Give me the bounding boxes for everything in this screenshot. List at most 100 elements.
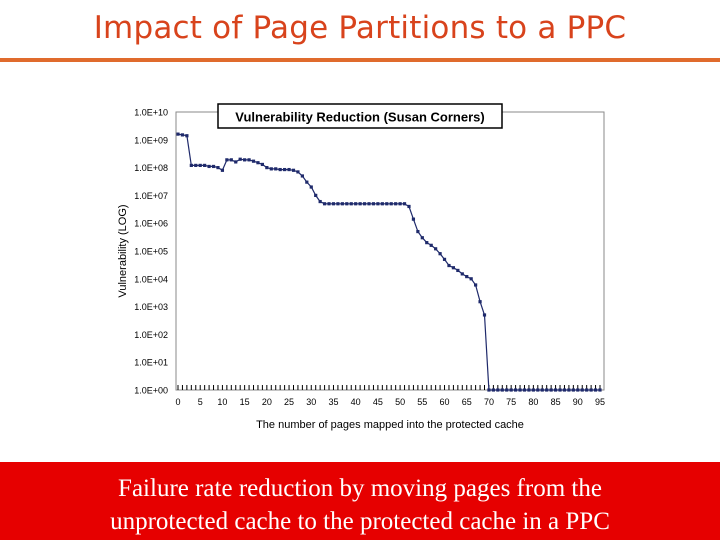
data-point: [491, 388, 495, 392]
slide-title: Impact of Page Partitions to a PPC: [93, 10, 627, 46]
data-point: [531, 388, 535, 392]
data-point: [451, 266, 456, 270]
data-point: [540, 388, 544, 392]
data-point: [314, 193, 318, 197]
x-tick-label: 65: [462, 397, 472, 407]
x-tick-label: 75: [506, 397, 516, 407]
y-tick-label: 1.0E+05: [134, 247, 168, 257]
data-point: [518, 388, 522, 392]
data-point: [567, 388, 571, 392]
x-tick-label: 20: [262, 397, 272, 407]
data-point: [354, 202, 358, 206]
data-point: [185, 134, 189, 138]
data-point: [522, 388, 527, 392]
y-tick-label: 1.0E+08: [134, 163, 168, 173]
data-point: [585, 388, 589, 392]
vulnerability-line-chart: Vulnerability Reduction (Susan Corners) …: [117, 103, 605, 431]
data-point: [296, 170, 300, 174]
y-axis-ticks: 1.0E+00 1.0E+01 1.0E+02 1.0E+03 1.0E+04 1.0E+…: [134, 108, 168, 396]
data-point: [407, 204, 411, 209]
data-point: [211, 164, 216, 169]
data-point: [505, 388, 509, 392]
data-point: [269, 167, 273, 171]
data-point: [402, 202, 407, 206]
x-tick-label: 50: [395, 397, 405, 407]
y-tick-label: 1.0E+07: [134, 191, 168, 201]
data-point: [598, 388, 602, 392]
x-tick-label: 80: [528, 397, 538, 407]
x-tick-label: 15: [240, 397, 250, 407]
data-point: [291, 168, 296, 172]
data-point: [429, 243, 433, 247]
data-point: [553, 388, 558, 392]
chart-title-box: [217, 103, 503, 129]
y-tick-label: 1.0E+10: [134, 108, 168, 118]
data-point: [243, 158, 247, 162]
data-point: [176, 132, 180, 136]
title-divider: [0, 58, 720, 62]
data-point: [287, 167, 291, 172]
data-point: [247, 158, 251, 162]
data-point: [340, 202, 344, 206]
data-point: [456, 268, 460, 273]
data-point: [425, 241, 429, 245]
data-point: [198, 163, 202, 167]
data-point: [256, 161, 260, 165]
data-point: [416, 229, 420, 234]
data-point: [309, 185, 313, 189]
data-point: [225, 158, 229, 162]
x-tick-label: 30: [306, 397, 316, 407]
data-point: [251, 159, 256, 163]
data-point: [216, 166, 220, 170]
data-point: [336, 202, 340, 206]
data-point: [398, 202, 402, 206]
data-point: [442, 257, 447, 261]
data-point: [380, 202, 384, 206]
data-point: [300, 174, 304, 178]
chart-title: Vulnerability Reduction (Susan Corners): [235, 110, 484, 125]
data-point: [571, 388, 575, 392]
data-point: [496, 388, 500, 392]
data-point: [420, 236, 424, 240]
data-point: [349, 202, 353, 206]
data-point: [478, 300, 482, 304]
data-point: [438, 252, 442, 256]
data-point: [580, 388, 584, 392]
y-tick-label: 1.0E+00: [134, 386, 168, 396]
x-tick-label: 45: [373, 397, 383, 407]
x-tick-label: 5: [198, 397, 203, 407]
y-tick-label: 1.0E+09: [134, 135, 168, 145]
data-point: [194, 163, 198, 167]
data-point: [509, 388, 513, 392]
data-point: [376, 202, 380, 206]
data-point: [322, 202, 327, 206]
data-point: [327, 202, 331, 206]
data-point: [576, 388, 580, 392]
y-tick-label: 1.0E+06: [134, 219, 168, 229]
data-point: [229, 158, 233, 162]
data-point: [389, 202, 393, 206]
data-point: [460, 272, 464, 276]
x-tick-label: 10: [217, 397, 227, 407]
y-tick-label: 1.0E+04: [134, 274, 168, 284]
x-axis-ticks: 0 5 10 15 20 25 30 35 40 45 50 55 60 65 70 75 80 85 90 95: [175, 385, 605, 407]
x-tick-label: 85: [551, 397, 561, 407]
data-point: [487, 388, 491, 392]
data-point: [447, 263, 451, 268]
data-point: [589, 388, 593, 392]
data-point: [283, 167, 287, 172]
data-point: [189, 163, 193, 167]
caption-line-2: unprotected cache to the protected cache…: [110, 508, 610, 535]
y-axis-label: Vulnerability (LOG): [117, 204, 129, 297]
data-point: [265, 166, 269, 170]
data-point: [220, 168, 225, 172]
x-tick-label: 40: [351, 397, 361, 407]
data-point: [593, 388, 598, 392]
x-tick-label: 95: [595, 397, 605, 407]
data-point: [274, 167, 278, 171]
data-point: [434, 247, 438, 251]
data-point: [331, 202, 336, 206]
data-point: [545, 388, 549, 392]
data-point: [318, 199, 322, 204]
data-point: [385, 202, 389, 206]
